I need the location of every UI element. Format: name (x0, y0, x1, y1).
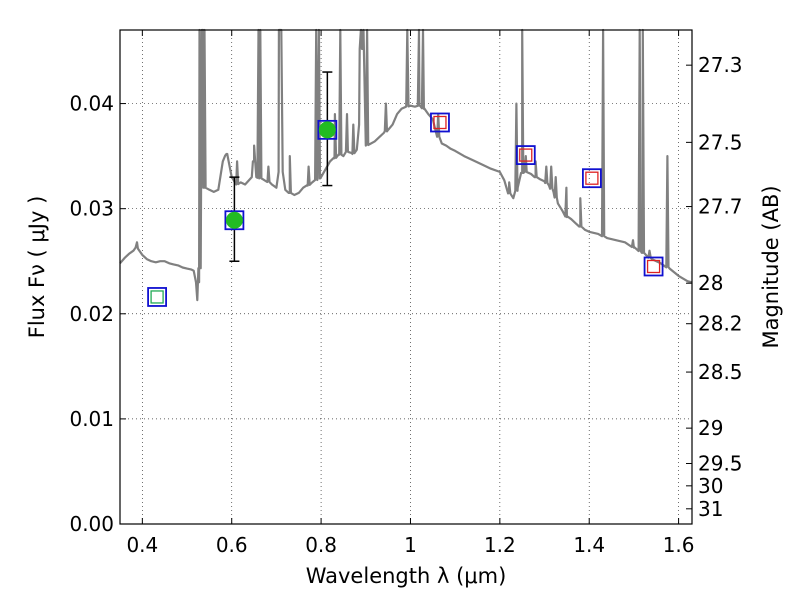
x-tick-label: 0.8 (305, 533, 337, 557)
x-tick-label: 0.4 (126, 533, 158, 557)
other-band-square (150, 290, 164, 304)
y-axis-label: Flux Fν ( μJy ) (25, 196, 49, 339)
x-tick-label: 1 (404, 533, 417, 557)
model-photometry-square (430, 112, 450, 133)
upper-limit-square (646, 259, 661, 274)
mag-tick-label: 28 (698, 271, 723, 295)
plot-frame (119, 29, 693, 525)
y-tick-label: 0.03 (69, 197, 114, 221)
mag-tick-label: 28.2 (698, 312, 743, 336)
x-tick-label: 1.2 (484, 533, 516, 557)
x-tick-label: 1.4 (573, 533, 605, 557)
y-tick-label: 0.00 (69, 512, 114, 536)
mag-tick-label: 29 (698, 416, 723, 440)
mag-tick-label: 27.7 (698, 195, 743, 219)
mag-tick-label: 27.5 (698, 130, 743, 154)
mag-tick-label: 30 (698, 474, 723, 498)
model-photometry-square (643, 256, 664, 277)
model-spectrum (119, 28, 693, 302)
detection-circle (225, 211, 243, 229)
x-axis-label: Wavelength λ (μm) (306, 564, 507, 588)
model-photometry-square (582, 168, 602, 189)
y2-axis-label: Magnitude (AB) (759, 185, 783, 348)
model-photometry-square (317, 119, 338, 140)
model-photometry-square (515, 145, 536, 165)
upper-limit-square (585, 171, 599, 185)
mag-tick-label: 31 (698, 497, 723, 521)
photometry-markers (147, 112, 664, 307)
y-tick-label: 0.01 (69, 407, 114, 431)
axis-ticks: 0.4 0.6 0.8 1 1.2 1.4 1.6 0.00 0.01 0.02 0.03 0.04 2… (69, 30, 743, 557)
spectrum-line (119, 28, 693, 302)
mag-tick-label: 29.5 (698, 452, 743, 476)
detection-circle (318, 121, 336, 139)
y-tick-label: 0.02 (69, 302, 114, 326)
upper-limit-square (433, 115, 447, 130)
x-tick-label: 1.6 (663, 533, 695, 557)
mag-tick-label: 27.3 (698, 53, 743, 77)
model-photometry-square (147, 287, 167, 307)
model-photometry-square (224, 210, 245, 231)
x-tick-label: 0.6 (216, 533, 248, 557)
y-tick-label: 0.04 (69, 92, 114, 116)
mag-tick-label: 28.5 (698, 360, 743, 384)
upper-limit-square (519, 148, 533, 162)
